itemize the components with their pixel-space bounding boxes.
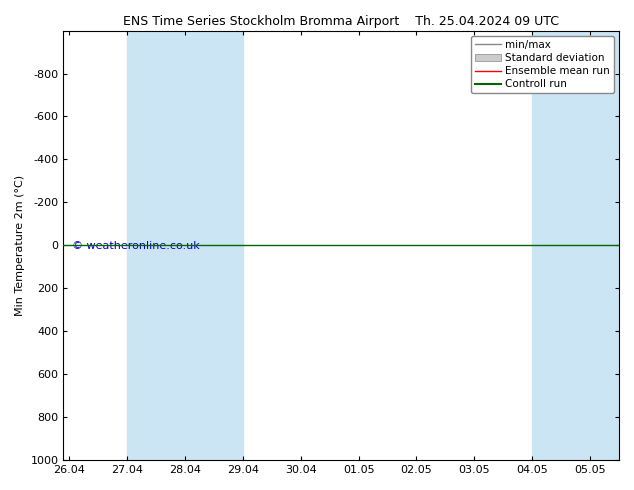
Y-axis label: Min Temperature 2m (°C): Min Temperature 2m (°C): [15, 175, 25, 316]
Text: © weatheronline.co.uk: © weatheronline.co.uk: [72, 241, 200, 251]
Bar: [127, 30, 243, 460]
Title: ENS Time Series Stockholm Bromma Airport    Th. 25.04.2024 09 UTC: ENS Time Series Stockholm Bromma Airport…: [123, 15, 559, 28]
Bar: [532, 30, 634, 460]
Legend: min/max, Standard deviation, Ensemble mean run, Controll run: min/max, Standard deviation, Ensemble me…: [470, 36, 614, 94]
